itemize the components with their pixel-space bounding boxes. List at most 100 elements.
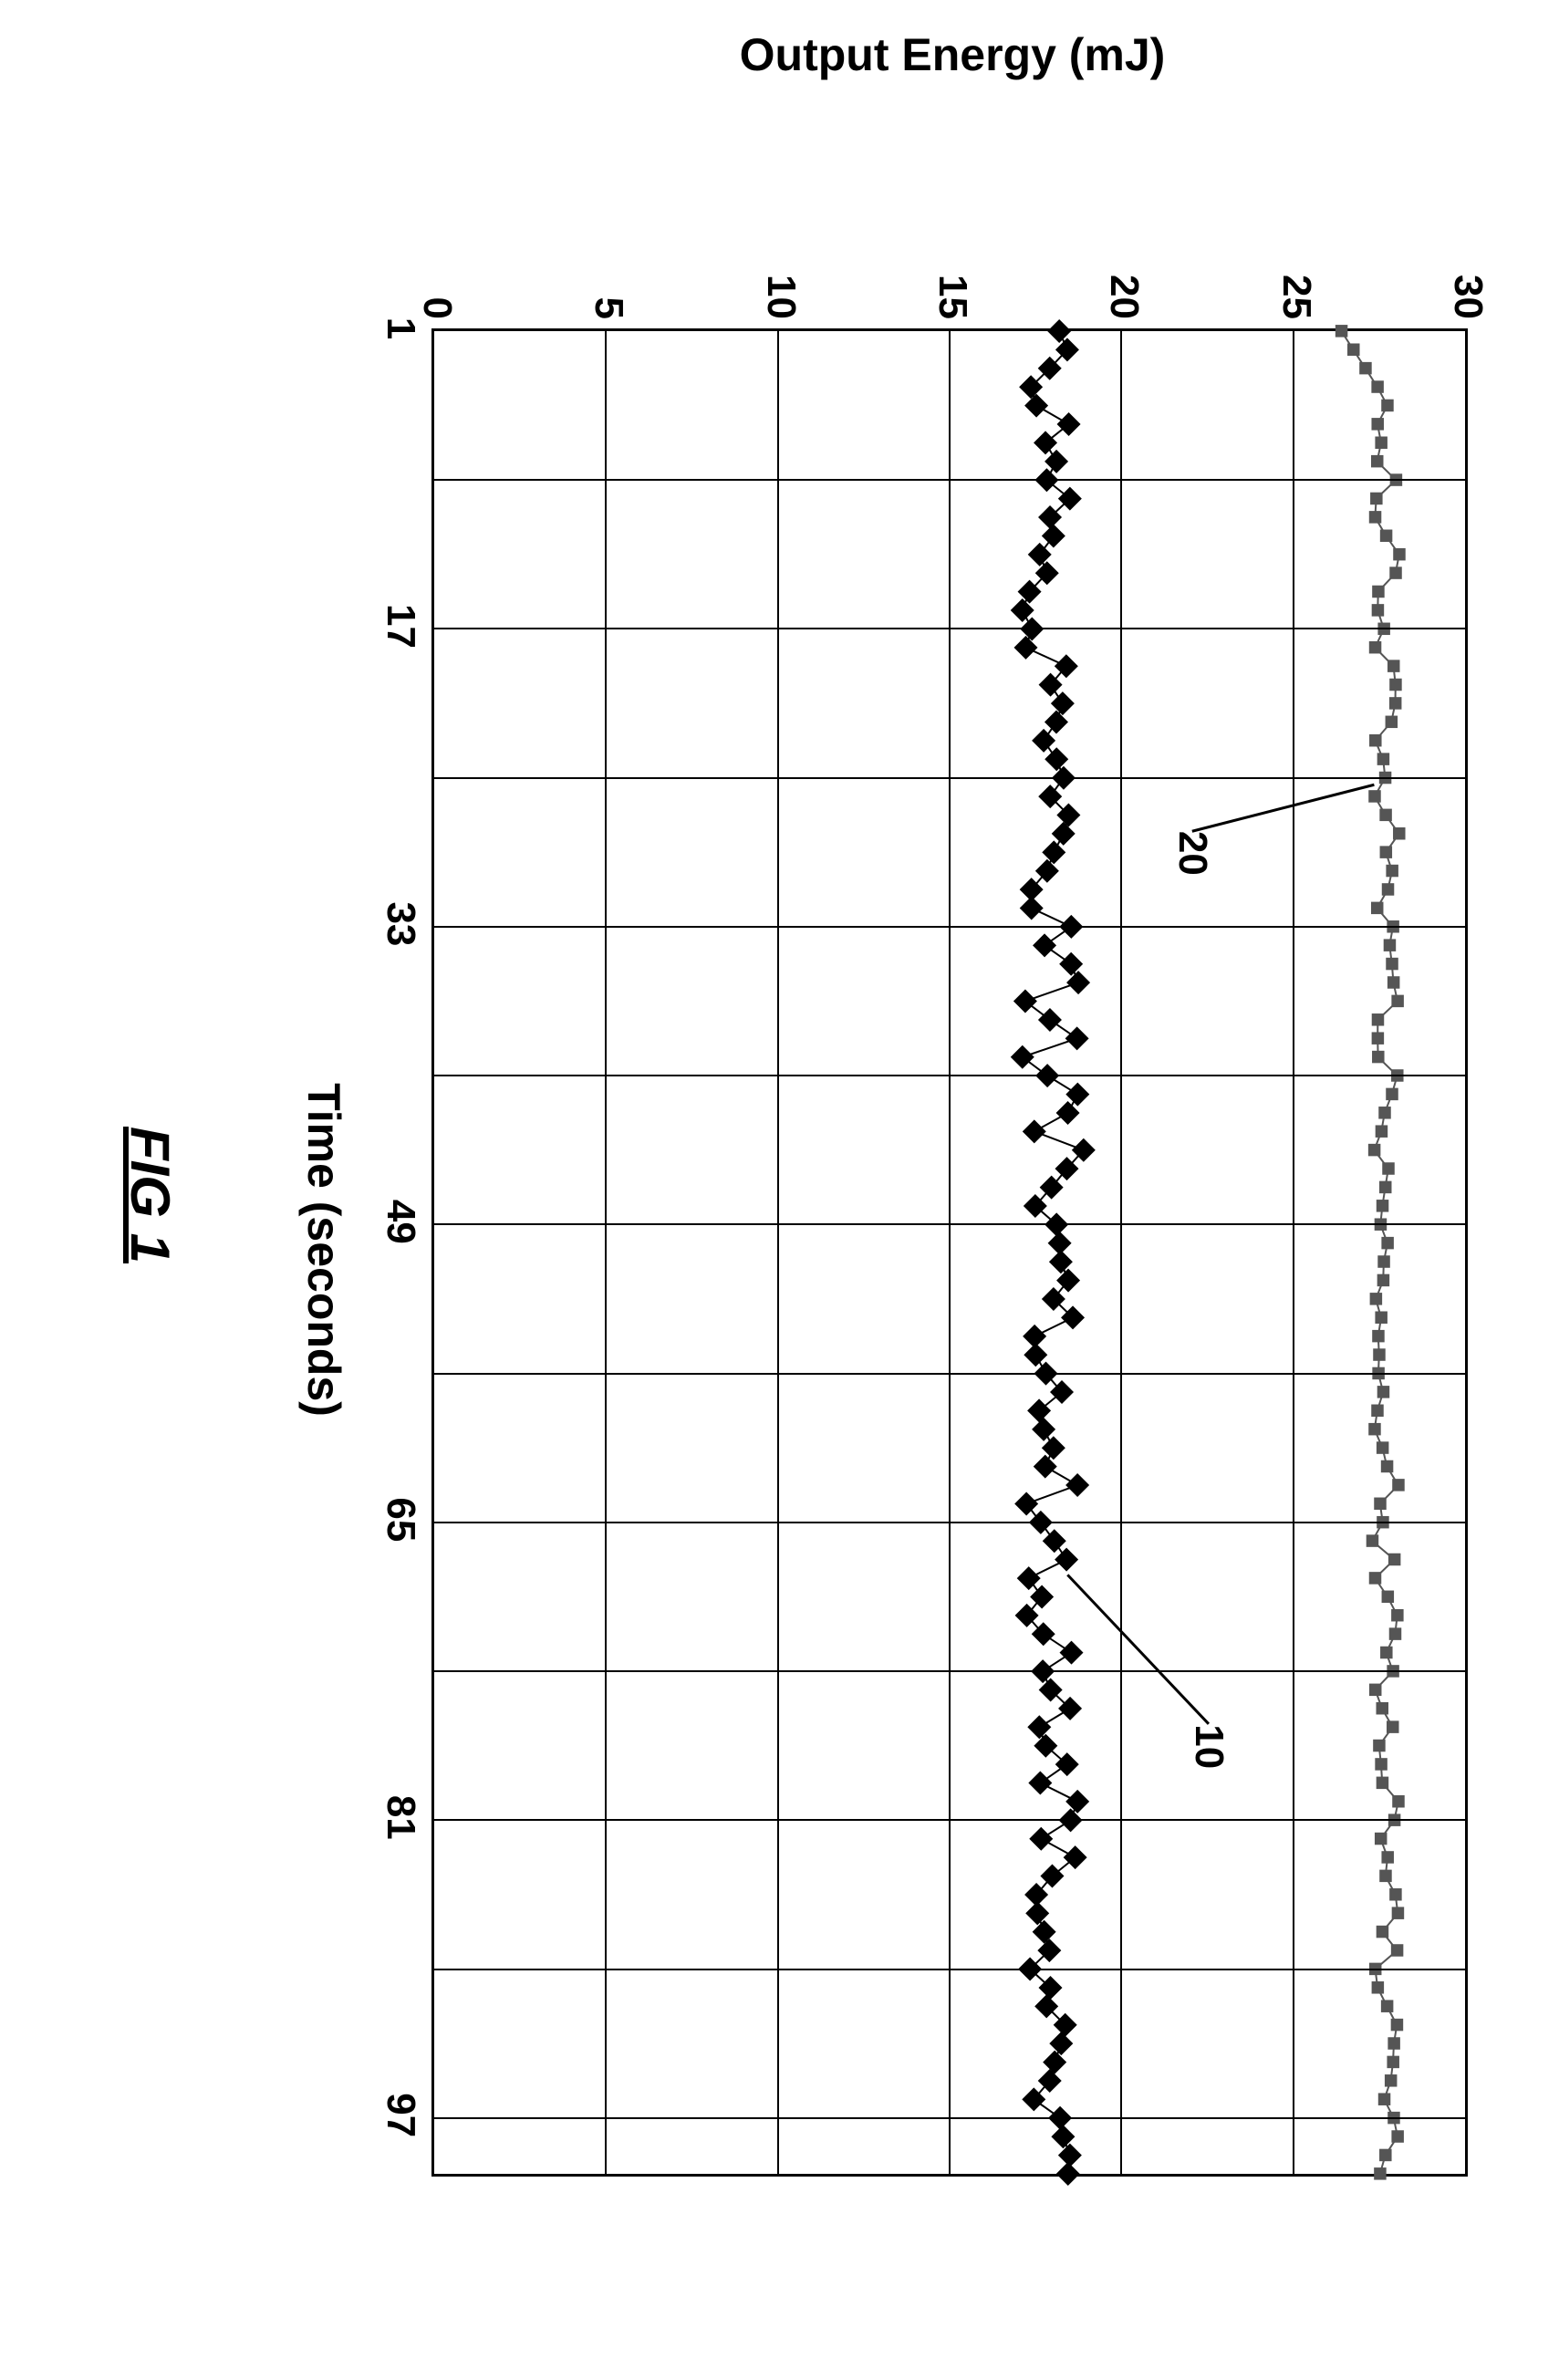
marker	[1367, 1534, 1379, 1547]
marker	[1034, 431, 1057, 454]
marker	[1033, 933, 1056, 957]
horizontal-gridline	[605, 331, 607, 2174]
marker	[1045, 710, 1068, 733]
marker	[1371, 1405, 1384, 1418]
marker	[1372, 1981, 1385, 1994]
marker	[1389, 697, 1402, 710]
x-tick-label: 33	[378, 869, 423, 979]
marker	[1381, 400, 1394, 412]
marker	[1380, 846, 1393, 858]
marker	[1024, 394, 1048, 418]
vertical-gridline	[434, 2117, 1465, 2119]
y-tick-label: 20	[1101, 246, 1147, 319]
marker	[1391, 1609, 1404, 1622]
marker	[1369, 511, 1382, 524]
marker	[1370, 493, 1383, 505]
marker	[1369, 641, 1382, 654]
marker	[1379, 2149, 1392, 2162]
marker	[1029, 1827, 1053, 1851]
y-tick-label: 15	[930, 246, 975, 319]
horizontal-gridline	[1120, 331, 1122, 2174]
marker	[1392, 1479, 1405, 1491]
plot-area	[431, 328, 1468, 2177]
annotation-label: 20	[1169, 831, 1215, 876]
marker	[1371, 902, 1384, 915]
marker	[1377, 1777, 1389, 1790]
vertical-gridline	[434, 1969, 1465, 1970]
marker	[1387, 1720, 1399, 1733]
marker	[1372, 586, 1385, 598]
page: Output Energy (mJ) 051015202530 11733496…	[0, 0, 1559, 2380]
marker	[1389, 1627, 1402, 1640]
horizontal-gridline	[1293, 331, 1294, 2174]
marker	[1389, 566, 1402, 579]
marker	[1391, 1944, 1404, 1957]
series-markers	[1336, 325, 1406, 2180]
marker	[1055, 1548, 1078, 1572]
y-axis-title: Output Energy (mJ)	[740, 28, 1166, 81]
marker	[1374, 2167, 1387, 2180]
marker	[1375, 437, 1388, 450]
marker	[1371, 380, 1384, 393]
marker	[1024, 1343, 1047, 1367]
marker	[1371, 418, 1384, 431]
annotation-label: 10	[1187, 1724, 1232, 1769]
marker	[1388, 2037, 1400, 2050]
marker	[1369, 1572, 1382, 1585]
marker	[1387, 2056, 1399, 2069]
marker	[1065, 1026, 1089, 1050]
marker	[1368, 790, 1381, 803]
marker	[1393, 548, 1406, 561]
marker	[1388, 1554, 1401, 1566]
marker	[1386, 865, 1398, 878]
x-tick-label: 49	[378, 1167, 423, 1276]
marker	[1372, 604, 1385, 617]
marker	[1380, 1647, 1393, 1659]
marker	[1374, 1498, 1387, 1511]
marker	[1022, 2087, 1045, 2111]
vertical-gridline	[434, 777, 1465, 779]
marker	[1043, 2051, 1066, 2074]
vertical-gridline	[434, 926, 1465, 928]
marker	[1049, 2032, 1073, 2055]
x-tick-label: 81	[378, 1762, 423, 1872]
marker	[1017, 1566, 1041, 1590]
vertical-gridline	[434, 1819, 1465, 1821]
marker	[1040, 1865, 1064, 1888]
marker	[1381, 1460, 1394, 1473]
marker	[1372, 1032, 1385, 1044]
marker	[1384, 939, 1397, 951]
marker	[1376, 1702, 1388, 1715]
marker	[1014, 636, 1038, 660]
marker	[1369, 1684, 1382, 1697]
marker	[1025, 1901, 1049, 1925]
vertical-gridline	[434, 628, 1465, 629]
marker	[1336, 325, 1348, 338]
marker	[1368, 1423, 1381, 1436]
y-tick-label: 5	[586, 246, 631, 319]
marker	[1388, 976, 1400, 989]
marker	[1378, 2093, 1391, 2105]
marker	[1376, 1125, 1388, 1138]
marker	[1377, 1926, 1389, 1938]
x-tick-label: 1	[378, 274, 423, 383]
y-tick-label: 10	[758, 246, 804, 319]
marker	[1065, 1473, 1089, 1497]
marker	[1382, 1162, 1395, 1175]
marker	[1380, 530, 1393, 543]
marker	[1027, 1398, 1051, 1422]
marker	[1370, 1293, 1383, 1305]
marker	[1038, 1008, 1062, 1032]
x-tick-label: 97	[378, 2061, 423, 2170]
marker	[1392, 1907, 1405, 1919]
marker	[1386, 958, 1398, 971]
horizontal-gridline	[777, 331, 779, 2174]
marker	[1013, 990, 1037, 1013]
marker	[1347, 343, 1360, 356]
marker	[1373, 1740, 1386, 1752]
marker	[1051, 691, 1075, 715]
vertical-gridline	[434, 1522, 1465, 1523]
vertical-gridline	[434, 1075, 1465, 1076]
chart-container: Output Energy (mJ) 051015202530 11733496…	[300, 164, 1486, 2226]
marker	[1027, 1715, 1051, 1739]
